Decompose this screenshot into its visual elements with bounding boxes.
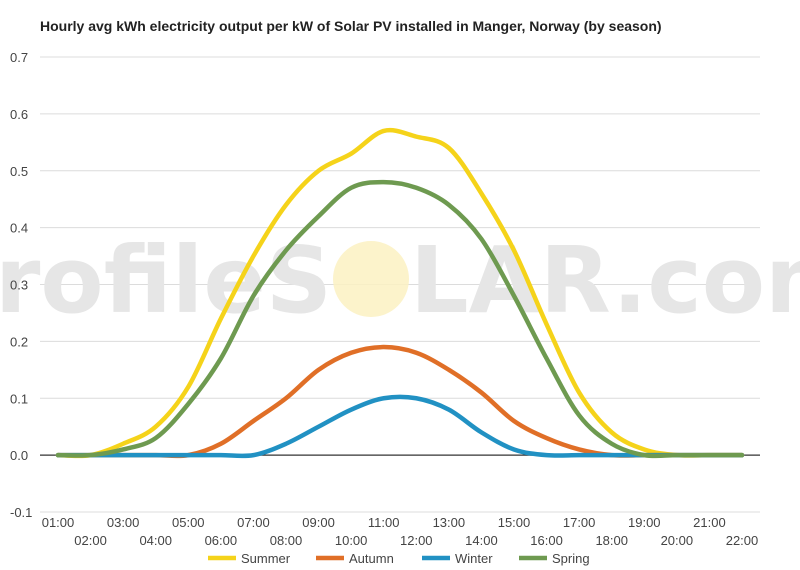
legend-label-winter: Winter [455,551,493,566]
x-tick-label: 01:00 [42,515,75,530]
x-tick-label: 10:00 [335,533,368,548]
x-tick-label: 20:00 [661,533,694,548]
y-axis: 0.7 0.6 0.5 0.4 0.3 0.2 0.1 0.0 -0.1 [10,50,32,520]
x-tick-label: 05:00 [172,515,205,530]
y-tick-label: 0.3 [10,278,28,293]
x-tick-label: 13:00 [433,515,466,530]
series-line-spring [55,179,745,459]
x-tick-label: 02:00 [74,533,107,548]
x-tick-label: 08:00 [270,533,303,548]
series-line-summer [55,127,745,459]
x-tick-label: 03:00 [107,515,140,530]
y-tick-label: 0.4 [10,221,28,236]
x-tick-label: 19:00 [628,515,661,530]
x-tick-label: 12:00 [400,533,433,548]
legend-label-spring: Spring [552,551,590,566]
x-tick-label: 22:00 [726,533,759,548]
watermark-sun [333,241,409,317]
x-tick-label: 21:00 [693,515,726,530]
series-line-winter [55,394,745,459]
y-tick-label: -0.1 [10,505,32,520]
y-tick-label: 0.6 [10,107,28,122]
series-lines [55,127,745,459]
watermark-text-left: profileS [0,227,332,334]
legend: Summer Autumn Winter Spring [208,551,590,566]
y-tick-label: 0.1 [10,391,28,406]
x-tick-label: 18:00 [595,533,628,548]
x-tick-label: 06:00 [205,533,238,548]
watermark: profileS LAR.com [0,227,800,334]
chart-title: Hourly avg kWh electricity output per kW… [40,18,662,34]
y-tick-label: 0.2 [10,334,28,349]
series-line-autumn [55,344,745,459]
x-tick-label: 11:00 [368,515,400,530]
x-tick-label: 17:00 [563,515,596,530]
x-tick-label: 09:00 [302,515,335,530]
y-tick-label: 0.0 [10,448,28,463]
legend-label-summer: Summer [241,551,291,566]
legend-label-autumn: Autumn [349,551,394,566]
x-tick-label: 07:00 [237,515,270,530]
y-tick-label: 0.5 [10,164,28,179]
x-tick-label: 15:00 [498,515,531,530]
y-tick-label: 0.7 [10,50,28,65]
x-tick-label: 16:00 [530,533,563,548]
x-tick-label: 14:00 [465,533,498,548]
watermark-text-right: LAR.com [410,227,800,334]
x-tick-label: 04:00 [139,533,172,548]
